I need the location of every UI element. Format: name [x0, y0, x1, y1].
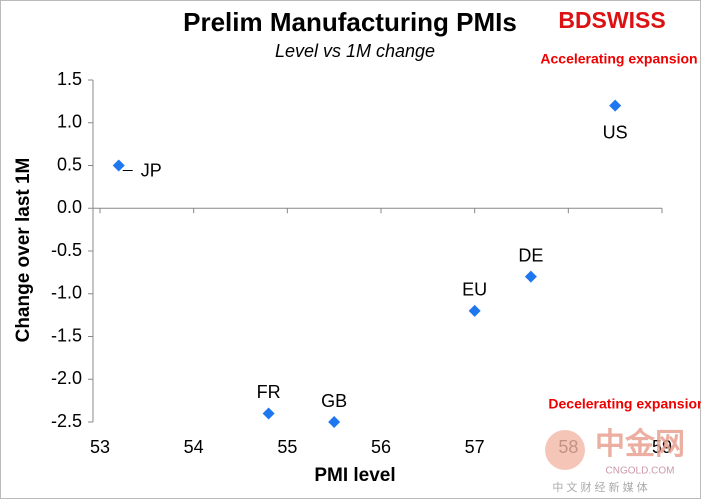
y-tick-label: -1.0 [51, 283, 82, 303]
watermark-site: CNGOLD.COM [606, 466, 675, 477]
point-label: DE [518, 245, 543, 265]
point-label: EU [462, 280, 487, 300]
y-tick-label: 1.5 [57, 69, 82, 89]
point-label: FR [257, 382, 281, 402]
point [524, 270, 537, 283]
point [262, 407, 275, 420]
y-tick-label: -2.5 [51, 411, 82, 431]
point [468, 304, 481, 317]
x-tick-label: 55 [277, 437, 297, 457]
annotation: Decelerating expansion [548, 396, 701, 412]
point [112, 159, 125, 172]
point [328, 416, 341, 428]
point-label: GB [321, 391, 347, 411]
point [609, 99, 622, 112]
point-label: US [603, 122, 628, 142]
x-axis-title: PMI level [314, 465, 395, 486]
y-tick-label: 1.0 [57, 112, 82, 132]
chart-title: Prelim Manufacturing PMIs [183, 7, 517, 37]
watermark-name: 中金网 [595, 427, 685, 461]
brand-logo: BDSWISS [558, 7, 665, 33]
annotation: Accelerating expansion [540, 51, 697, 67]
chart-subtitle: Level vs 1M change [275, 41, 435, 61]
y-tick-label: 0.5 [57, 154, 82, 174]
y-axis-title: Change over last 1M [13, 158, 34, 343]
y-tick-label: -2.0 [51, 368, 82, 388]
point-label: JP [141, 160, 162, 180]
watermark-tagline: 中 文 财 经 新 媒 体 [552, 480, 647, 494]
x-tick-label: 57 [465, 437, 485, 457]
watermark-logo [545, 430, 585, 470]
y-tick-label: -1.5 [51, 325, 82, 345]
y-tick-label: -0.5 [51, 240, 82, 260]
x-tick-label: 54 [184, 437, 204, 457]
x-tick-label: 56 [371, 437, 391, 457]
x-tick-label: 59 [652, 437, 672, 457]
y-tick-label: 0.0 [57, 197, 82, 217]
x-tick-label: 53 [90, 437, 110, 457]
